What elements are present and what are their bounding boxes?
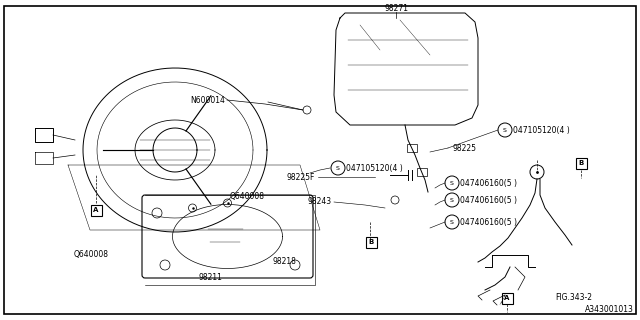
- Bar: [417, 168, 427, 176]
- Text: 98218: 98218: [272, 258, 296, 267]
- Text: S: S: [450, 197, 454, 203]
- Text: S: S: [450, 180, 454, 186]
- Bar: [365, 236, 376, 247]
- Text: A: A: [504, 295, 509, 301]
- Text: 047105120(4 ): 047105120(4 ): [513, 125, 570, 134]
- Bar: [407, 144, 417, 152]
- Text: B: B: [369, 239, 374, 245]
- Text: 98243: 98243: [308, 197, 332, 206]
- Text: 98271: 98271: [384, 4, 408, 12]
- Text: 047105120(4 ): 047105120(4 ): [346, 164, 403, 172]
- Text: Q640008: Q640008: [230, 191, 265, 201]
- Bar: [575, 157, 586, 169]
- Text: N600014: N600014: [190, 95, 225, 105]
- Text: A: A: [93, 207, 99, 213]
- Bar: [502, 292, 513, 303]
- Text: A343001013: A343001013: [585, 306, 634, 315]
- Text: S: S: [503, 127, 507, 132]
- Bar: [90, 204, 102, 215]
- Text: 98225: 98225: [452, 143, 476, 153]
- Text: 98225F: 98225F: [287, 172, 315, 181]
- Text: FIG.343-2: FIG.343-2: [555, 293, 592, 302]
- Text: 047406160(5 ): 047406160(5 ): [460, 196, 517, 204]
- Text: 98211: 98211: [198, 274, 222, 283]
- Text: B: B: [579, 160, 584, 166]
- Text: Q640008: Q640008: [74, 251, 109, 260]
- Text: S: S: [336, 165, 340, 171]
- Text: S: S: [450, 220, 454, 225]
- Text: 047406160(5 ): 047406160(5 ): [460, 179, 517, 188]
- Text: 047406160(5 ): 047406160(5 ): [460, 218, 517, 227]
